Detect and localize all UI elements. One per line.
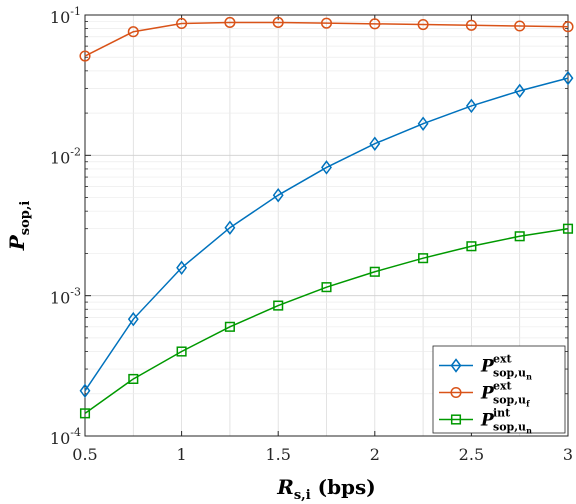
x-tick-label: 2 (370, 445, 380, 464)
y-axis-label-subscript: sop,i (18, 201, 33, 236)
series-line (84, 227, 569, 414)
data-point-marker (224, 321, 235, 332)
data-point-marker (321, 160, 332, 175)
data-point-marker (272, 16, 284, 28)
data-point-marker (562, 223, 574, 234)
y-tick-label-base: 10 (50, 289, 70, 308)
y-tick-label-exponent: -1 (70, 5, 81, 18)
legend-label-subscript: sop,u (493, 421, 526, 434)
legend-marker (450, 386, 462, 399)
x-tick-label: 2.5 (459, 445, 484, 464)
legend-label: Pint sop,un (480, 407, 532, 436)
data-point-marker (79, 50, 91, 62)
data-point-marker (321, 282, 332, 293)
legend-label-subscript: sop,u (493, 367, 526, 380)
y-tick-label-base: 10 (50, 429, 70, 448)
data-point-marker (465, 98, 477, 114)
x-tick-label: 1.5 (265, 445, 290, 464)
data-point-marker (320, 17, 333, 29)
data-point-marker (176, 260, 188, 276)
data-point-marker (562, 21, 574, 33)
y-tick-label-exponent: -2 (70, 145, 81, 158)
axis-ticks: 0.5 1 1.5 2 2.5 310-410-310-210-1 (50, 5, 573, 464)
data-point-marker (465, 19, 477, 31)
data-point-marker (273, 300, 284, 311)
axis-labels: Rs,i (bps) Psop,i (5, 201, 376, 503)
y-tick-label-base: 10 (50, 148, 70, 167)
data-point-marker (176, 346, 187, 357)
data-point-marker (127, 26, 139, 38)
y-tick-label-exponent: -3 (70, 286, 81, 299)
data-point-marker (417, 116, 429, 131)
y-axis-label-symbol: P (5, 234, 29, 251)
x-axis-label-unit: (bps) (311, 475, 376, 499)
series-2 (79, 16, 574, 62)
data-point-marker (272, 187, 284, 203)
legend-entry-1: Pext sop,un (439, 353, 532, 382)
data-point-marker (417, 18, 429, 31)
data-point-marker (128, 373, 139, 384)
data-point-marker (514, 83, 526, 99)
x-tick-label: 0.5 (72, 445, 97, 464)
plot-area-frame (84, 14, 569, 437)
data-point-marker (176, 17, 188, 30)
x-axis-label-subscript: s,i (294, 488, 311, 503)
legend-label-subsubscript: n (526, 426, 532, 436)
y-tick-label-base: 10 (50, 8, 70, 27)
data-point-marker (79, 408, 91, 419)
series-1 (79, 70, 574, 399)
legend-entry-3: Pint sop,un (439, 407, 532, 436)
legend-entry-2: Pext sop,uf (439, 380, 530, 409)
legend-marker (450, 414, 462, 425)
legend-label-superscript: ext (493, 380, 513, 393)
data-point-marker (562, 70, 574, 86)
data-point-marker (127, 311, 139, 327)
legend-label-superscript: ext (493, 353, 513, 366)
y-tick-label: 10-4 (50, 426, 81, 448)
data-point-marker (224, 16, 236, 28)
x-axis-label: Rs,i (bps) (276, 475, 376, 503)
data-series (79, 16, 574, 419)
x-tick-label: 1 (177, 445, 187, 464)
y-tick-label-exponent: -4 (70, 426, 81, 439)
legend-label: Pext sop,un (480, 353, 532, 382)
series-line (84, 21, 569, 57)
legend-label-subsubscript: f (526, 399, 530, 409)
legend-label-subsubscript: n (526, 372, 532, 382)
data-point-marker (369, 18, 381, 30)
legend-label-symbol: P (480, 384, 495, 404)
y-tick-label: 10-3 (50, 286, 81, 308)
data-point-marker (79, 383, 91, 399)
y-tick-label: 10-1 (50, 5, 81, 27)
data-point-marker (369, 136, 381, 151)
x-axis-label-symbol: R (276, 475, 294, 499)
series-3 (79, 223, 574, 419)
y-tick-label: 10-2 (50, 145, 81, 167)
legend-marker (450, 358, 462, 373)
data-point-marker (224, 220, 236, 235)
data-point-marker (369, 266, 380, 277)
y-axis-label: Psop,i (5, 201, 33, 252)
x-tick-label: 3 (563, 445, 573, 464)
data-point-marker (514, 231, 525, 242)
legend-label-superscript: int (493, 407, 511, 420)
legend-label-subscript: sop,u (493, 394, 526, 407)
legend-label-symbol: P (480, 411, 495, 431)
data-point-marker (466, 241, 477, 252)
legend-label-symbol: P (480, 357, 495, 377)
data-point-marker (514, 20, 526, 32)
legend-label: Pext sop,uf (480, 380, 530, 409)
data-point-marker (418, 253, 429, 264)
series-line (84, 77, 569, 392)
